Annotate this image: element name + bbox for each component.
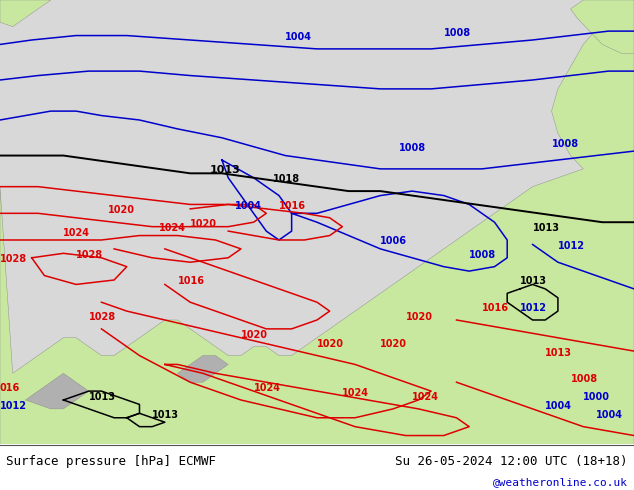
Polygon shape xyxy=(0,0,634,444)
Text: 1020: 1020 xyxy=(380,339,408,349)
Text: 1013: 1013 xyxy=(89,392,116,402)
Text: 1018: 1018 xyxy=(273,174,300,184)
Text: 1013: 1013 xyxy=(533,223,560,233)
Text: 016: 016 xyxy=(0,383,20,393)
Polygon shape xyxy=(571,0,634,53)
Text: 1008: 1008 xyxy=(571,374,598,384)
Text: 1008: 1008 xyxy=(469,250,496,260)
Text: 1028: 1028 xyxy=(0,254,27,264)
Text: 1004: 1004 xyxy=(596,410,623,420)
Text: 1013: 1013 xyxy=(520,276,547,287)
Text: 1004: 1004 xyxy=(235,201,262,211)
Text: 1016: 1016 xyxy=(279,201,306,211)
Text: 1013: 1013 xyxy=(545,347,573,358)
Text: 1020: 1020 xyxy=(406,312,433,322)
Text: 1013: 1013 xyxy=(209,165,240,175)
Text: 1000: 1000 xyxy=(583,392,611,402)
Text: 1004: 1004 xyxy=(545,401,573,411)
Text: 1016: 1016 xyxy=(482,303,509,313)
Text: @weatheronline.co.uk: @weatheronline.co.uk xyxy=(493,477,628,487)
Polygon shape xyxy=(25,373,89,409)
Text: 1013: 1013 xyxy=(152,410,179,420)
Text: 1012: 1012 xyxy=(0,401,27,411)
Text: Su 26-05-2024 12:00 UTC (18+18): Su 26-05-2024 12:00 UTC (18+18) xyxy=(395,455,628,468)
Text: 1008: 1008 xyxy=(399,143,427,153)
Text: 1008: 1008 xyxy=(444,27,471,38)
Text: 1006: 1006 xyxy=(380,237,408,246)
Text: 1020: 1020 xyxy=(190,219,217,229)
Text: 1024: 1024 xyxy=(63,227,91,238)
Text: 1016: 1016 xyxy=(178,276,205,287)
Polygon shape xyxy=(0,0,51,26)
Text: 1020: 1020 xyxy=(108,205,135,215)
Text: 1028: 1028 xyxy=(76,250,103,260)
Polygon shape xyxy=(178,356,228,382)
Text: 1024: 1024 xyxy=(254,383,281,393)
Text: 1024: 1024 xyxy=(342,388,370,397)
Text: 1008: 1008 xyxy=(552,139,579,148)
Text: 1020: 1020 xyxy=(241,330,268,340)
Text: 1004: 1004 xyxy=(285,32,313,42)
Text: 1024: 1024 xyxy=(412,392,439,402)
Text: Surface pressure [hPa] ECMWF: Surface pressure [hPa] ECMWF xyxy=(6,455,216,468)
Text: 1024: 1024 xyxy=(158,223,186,233)
Text: 1028: 1028 xyxy=(89,312,116,322)
Text: 1012: 1012 xyxy=(558,241,585,251)
Text: 1020: 1020 xyxy=(317,339,344,349)
Text: 1012: 1012 xyxy=(520,303,547,313)
